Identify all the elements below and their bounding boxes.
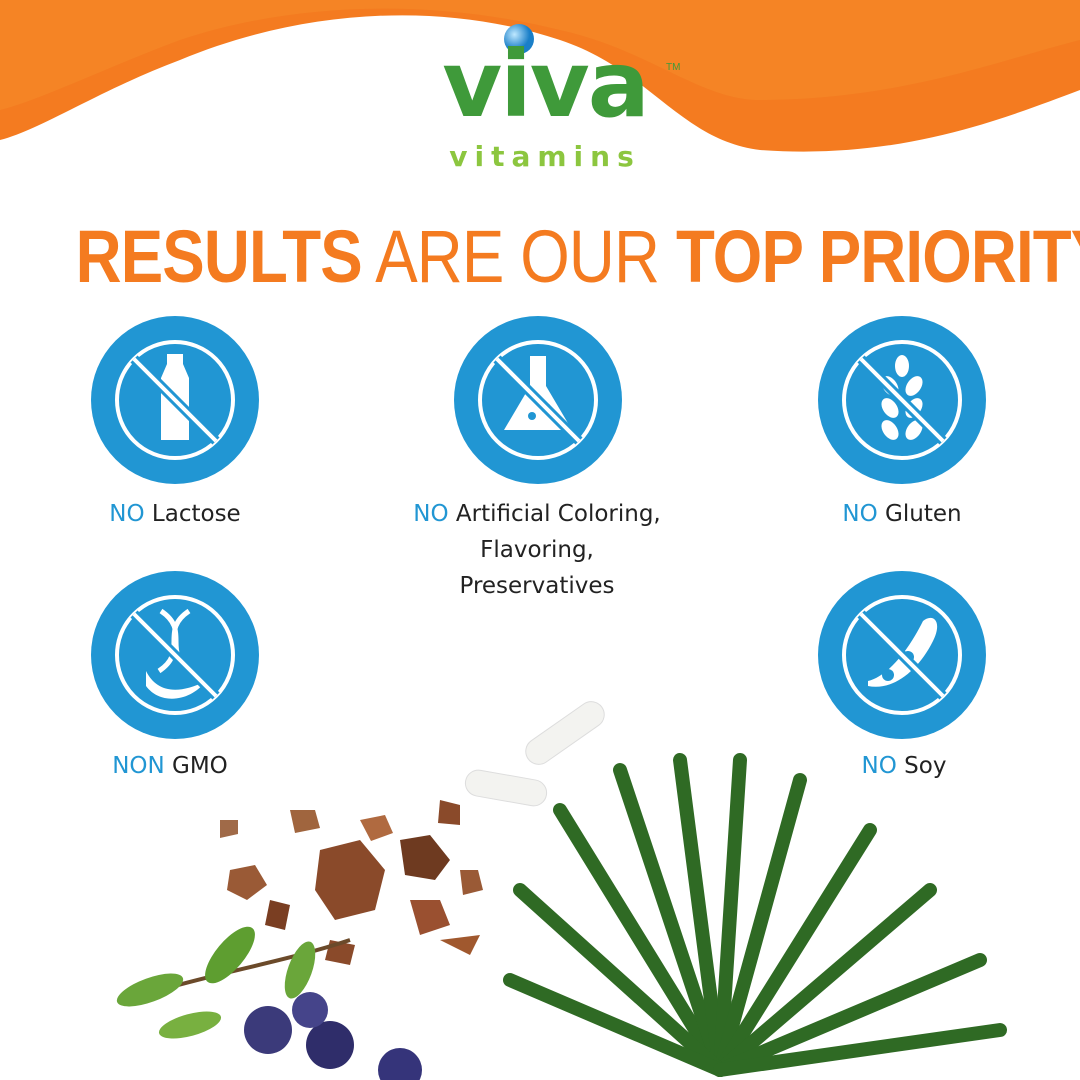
capsules <box>464 701 605 807</box>
saw-palmetto-leaf <box>503 753 1007 1077</box>
feature-label-lactose: NO Lactose <box>109 501 241 527</box>
orange-wave-banner <box>0 0 1080 152</box>
no-milk-bottle-icon <box>91 316 259 484</box>
pine-bark-pieces <box>220 800 483 965</box>
no-dna-icon <box>91 571 259 739</box>
no-wheat-icon <box>818 316 986 484</box>
plum-branch <box>116 926 422 1080</box>
feature-label-artificial: NO Artificial Coloring, Flavoring, Prese… <box>413 501 661 599</box>
no-chemical-flask-icon <box>454 316 622 484</box>
logo-subtitle: vitamins <box>449 140 641 173</box>
viva-vitamins-logo: viva vitamins TM <box>430 22 680 182</box>
no-soybean-icon <box>818 571 986 739</box>
page-title: RESULTS ARE OUR TOP PRIORITY <box>75 215 1080 298</box>
feature-label-soy: NO Soy <box>861 753 947 779</box>
ingredients-illustration <box>116 701 1007 1080</box>
trademark: TM <box>666 62 681 73</box>
feature-label-gmo: NON GMO <box>112 753 228 779</box>
feature-label-gluten: NO Gluten <box>842 501 962 527</box>
logo-wordmark: viva <box>442 31 650 138</box>
blue-sphere-icon <box>504 24 534 54</box>
